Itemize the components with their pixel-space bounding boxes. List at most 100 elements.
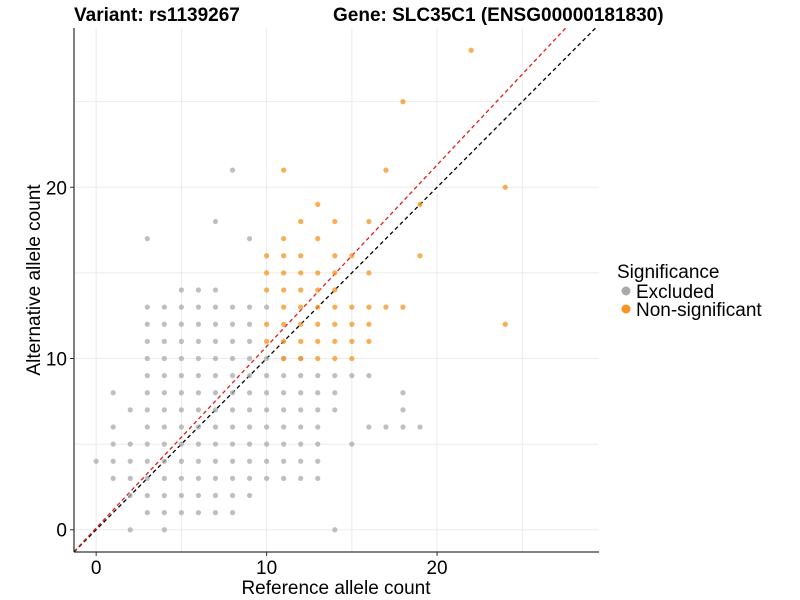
data-point-excluded [246, 475, 253, 481]
data-point-non-significant [366, 270, 372, 276]
data-point-excluded [110, 458, 116, 464]
legend-label-non-significant: Non-significant [636, 300, 762, 321]
data-point-excluded [212, 355, 219, 362]
data-point-excluded [144, 321, 150, 327]
data-point-excluded [246, 458, 253, 464]
x-tick-label: 20 [426, 558, 447, 579]
data-point-excluded [349, 373, 355, 379]
data-point-excluded [195, 510, 202, 516]
data-point-excluded [229, 390, 236, 396]
data-point-non-significant [366, 304, 372, 310]
y-axis-ticks: 0 10 20 [46, 178, 74, 542]
data-point-non-significant [298, 287, 304, 293]
data-point-excluded [315, 458, 321, 464]
data-point-excluded [144, 304, 150, 310]
data-point-non-significant [281, 338, 287, 344]
data-point-non-significant [298, 355, 304, 362]
y-tick-label: 10 [46, 349, 67, 370]
data-point-excluded [178, 321, 184, 327]
data-point-non-significant [315, 304, 321, 310]
y-axis-title: Alternative allele count [24, 184, 45, 376]
data-point-excluded [246, 373, 253, 379]
data-point-excluded [161, 475, 167, 481]
data-point-non-significant [298, 338, 304, 344]
data-point-excluded [298, 441, 304, 447]
data-point-excluded [161, 355, 167, 362]
data-point-excluded [212, 218, 219, 225]
data-point-excluded [264, 458, 270, 464]
data-point-excluded [212, 407, 219, 413]
data-point-excluded [229, 167, 236, 173]
data-point-excluded [127, 407, 133, 413]
data-point-excluded [264, 304, 270, 310]
data-point-excluded [144, 424, 150, 430]
data-point-excluded [161, 510, 167, 516]
data-point-excluded [212, 492, 219, 499]
data-point-non-significant [366, 338, 372, 344]
legend: Significance Excluded Non-significant [617, 262, 762, 321]
data-point-excluded [229, 321, 236, 327]
data-point-excluded [195, 287, 202, 293]
data-point-excluded [195, 390, 202, 396]
data-point-excluded [332, 407, 338, 413]
data-point-excluded [195, 338, 202, 344]
data-point-excluded [246, 424, 253, 430]
data-point-excluded [161, 338, 167, 344]
data-point-non-significant [332, 218, 338, 225]
data-point-excluded [178, 492, 184, 499]
data-point-excluded [417, 424, 423, 430]
data-point-excluded [264, 407, 270, 413]
data-point-excluded [110, 441, 116, 447]
data-point-non-significant [298, 321, 304, 327]
data-point-excluded [264, 355, 270, 362]
data-point-excluded [212, 373, 219, 379]
data-point-excluded [127, 441, 133, 447]
data-point-excluded [195, 492, 202, 499]
data-point-excluded [195, 321, 202, 327]
data-point-non-significant [400, 304, 406, 310]
data-point-non-significant [315, 321, 321, 327]
data-point-excluded [281, 441, 287, 447]
data-point-excluded [349, 441, 355, 447]
data-point-excluded [161, 390, 167, 396]
data-point-non-significant [332, 287, 338, 293]
data-point-excluded [246, 441, 253, 447]
data-point-excluded [229, 304, 236, 310]
data-point-non-significant [281, 355, 287, 362]
data-point-excluded [195, 355, 202, 362]
data-point-non-significant [264, 253, 270, 259]
data-point-non-significant [332, 253, 338, 259]
data-point-non-significant [298, 218, 304, 225]
data-point-excluded [212, 424, 219, 430]
data-point-non-significant [383, 304, 389, 310]
data-point-non-significant [315, 338, 321, 344]
data-point-excluded [195, 407, 202, 413]
data-point-excluded [178, 441, 184, 447]
data-point-non-significant [417, 201, 423, 207]
x-axis-ticks: 0 10 20 [91, 552, 448, 579]
data-point-excluded [366, 373, 372, 379]
data-point-excluded [383, 424, 389, 430]
data-point-excluded [246, 304, 253, 310]
data-point-excluded [264, 475, 270, 481]
data-point-excluded [195, 458, 202, 464]
data-point-excluded [281, 424, 287, 430]
data-point-non-significant [332, 355, 338, 362]
data-point-excluded [400, 407, 406, 413]
data-point-excluded [229, 424, 236, 430]
x-tick-label: 10 [256, 558, 277, 579]
data-point-excluded [281, 407, 287, 413]
data-point-excluded [229, 475, 236, 481]
data-point-excluded [315, 373, 321, 379]
data-point-excluded [298, 458, 304, 464]
data-point-excluded [212, 458, 219, 464]
data-point-excluded [144, 390, 150, 396]
data-point-excluded [281, 373, 287, 379]
x-axis-title: Reference allele count [241, 578, 431, 599]
data-point-non-significant [332, 304, 338, 310]
data-point-excluded [161, 441, 167, 447]
legend-title: Significance [617, 262, 719, 283]
data-point-excluded [246, 492, 253, 499]
data-point-excluded [298, 390, 304, 396]
data-point-excluded [161, 458, 167, 464]
